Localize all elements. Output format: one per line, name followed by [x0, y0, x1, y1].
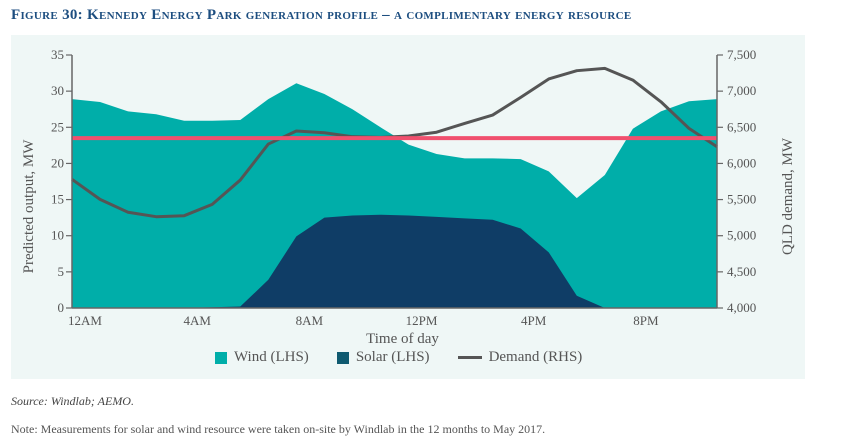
left-tick-label: 5 [58, 264, 65, 279]
left-tick-label: 20 [51, 155, 64, 170]
x-tick-label: 8PM [633, 313, 659, 328]
note-text: Note: Measurements for solar and wind re… [11, 422, 546, 436]
right-tick-label: 7,000 [727, 83, 756, 98]
solar-area [72, 214, 717, 308]
right-tick-label: 6,000 [727, 155, 756, 170]
legend-wind: Wind (LHS) [215, 349, 309, 366]
legend-demand: Demand (RHS) [457, 349, 583, 366]
right-tick-label: 5,500 [727, 192, 756, 207]
x-tick-label: 12PM [406, 313, 438, 328]
legend-solar-label: Solar (LHS) [355, 349, 430, 365]
left-tick-label: 0 [58, 300, 65, 315]
legend-demand-label: Demand (RHS) [488, 349, 583, 365]
right-tick-label: 6,500 [727, 119, 756, 134]
x-axis-label: Time of day [366, 331, 439, 347]
left-tick-label: 25 [51, 119, 64, 134]
y-axis-label: Predicted output, MW [21, 139, 37, 274]
right-tick-label: 7,500 [727, 47, 756, 62]
left-tick-label: 15 [51, 192, 64, 207]
y2-axis-label: QLD demand, MW [780, 137, 796, 255]
legend: Wind (LHS) Solar (LHS) Demand (RHS) [215, 349, 582, 366]
source-text: Source: Windlab; AEMO. [11, 394, 134, 408]
left-tick-label: 10 [51, 228, 64, 243]
figure-title: Figure 30: Kennedy Energy Park generatio… [11, 7, 632, 23]
right-tick-label: 4,000 [727, 300, 756, 315]
x-tick-label: 8AM [296, 313, 324, 328]
left-tick-label: 30 [51, 83, 64, 98]
solar-swatch [336, 351, 349, 364]
left-tick-label: 35 [51, 47, 64, 62]
x-tick-label: 4AM [183, 313, 211, 328]
legend-wind-label: Wind (LHS) [234, 349, 309, 365]
x-tick-label: 12AM [68, 313, 102, 328]
demand-swatch [457, 356, 482, 359]
legend-solar: Solar (LHS) [336, 349, 430, 366]
right-tick-label: 4,500 [727, 264, 756, 279]
wind-swatch [215, 351, 227, 364]
right-tick-label: 5,000 [727, 228, 756, 243]
x-tick-label: 4PM [521, 313, 547, 328]
